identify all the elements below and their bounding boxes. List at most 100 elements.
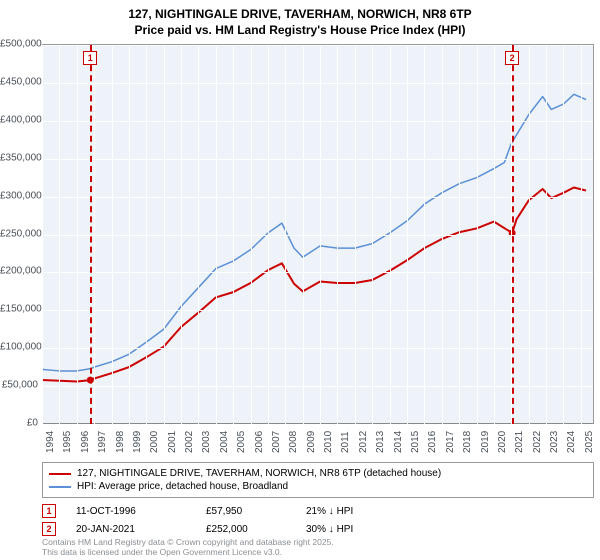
legend: 127, NIGHTINGALE DRIVE, TAVERHAM, NORWIC… <box>42 462 594 498</box>
x-tick-label: 2019 <box>480 431 491 453</box>
gridline-v <box>390 45 391 424</box>
y-tick-label: £50,000 <box>0 380 42 391</box>
gridline-v <box>459 45 460 424</box>
gridline-v <box>112 45 113 424</box>
x-tick-label: 2025 <box>584 431 595 453</box>
flag-marker: 1 <box>83 51 97 65</box>
gridline-v <box>181 45 182 424</box>
flag-marker: 2 <box>505 51 519 65</box>
gridline-v <box>407 45 408 424</box>
y-tick-label: £300,000 <box>0 190 42 201</box>
chart-container: 127, NIGHTINGALE DRIVE, TAVERHAM, NORWIC… <box>0 0 600 560</box>
footer-line-2: This data is licensed under the Open Gov… <box>42 548 334 558</box>
x-tick-label: 2016 <box>427 431 438 453</box>
series-hpi <box>42 94 586 371</box>
gridline-v <box>146 45 147 424</box>
gridline-v <box>337 45 338 424</box>
y-tick-label: £350,000 <box>0 152 42 163</box>
flag-price: £57,950 <box>206 506 286 517</box>
gridline-v <box>477 45 478 424</box>
x-tick-label: 2014 <box>393 431 404 453</box>
x-tick-label: 2010 <box>323 431 334 453</box>
gridline-v <box>216 45 217 424</box>
y-tick-label: £0 <box>0 418 42 429</box>
x-tick-label: 2005 <box>236 431 247 453</box>
x-tick-label: 2004 <box>219 431 230 453</box>
x-tick-label: 1994 <box>45 431 56 453</box>
x-tick-label: 2015 <box>410 431 421 453</box>
y-tick-label: £500,000 <box>0 39 42 50</box>
flag-price: £252,000 <box>206 524 286 535</box>
gridline-v <box>94 45 95 424</box>
x-tick-label: 2009 <box>306 431 317 453</box>
gridline-v <box>129 45 130 424</box>
footer: Contains HM Land Registry data © Crown c… <box>42 538 334 558</box>
gridline-v <box>164 45 165 424</box>
x-tick-label: 2012 <box>358 431 369 453</box>
gridline-v <box>372 45 373 424</box>
gridline-v <box>424 45 425 424</box>
flag-date: 20-JAN-2021 <box>76 524 186 535</box>
x-tick-label: 2024 <box>566 431 577 453</box>
gridline-v <box>494 45 495 424</box>
x-tick-label: 2018 <box>462 431 473 453</box>
title-line-1: 127, NIGHTINGALE DRIVE, TAVERHAM, NORWIC… <box>0 6 600 22</box>
x-tick-label: 2008 <box>288 431 299 453</box>
x-tick-label: 2011 <box>340 431 351 453</box>
series-price_paid <box>42 188 586 382</box>
gridline-v <box>59 45 60 424</box>
chart-plot-area: 12 <box>42 44 594 424</box>
gridline-v <box>198 45 199 424</box>
gridline-v <box>268 45 269 424</box>
legend-swatch <box>49 486 71 488</box>
legend-row: 127, NIGHTINGALE DRIVE, TAVERHAM, NORWIC… <box>49 467 587 480</box>
x-tick-label: 2001 <box>167 431 178 453</box>
gridline-h <box>42 424 593 425</box>
flag-table-row: 2 20-JAN-2021 £252,000 30% ↓ HPI <box>42 520 594 538</box>
x-tick-label: 1999 <box>132 431 143 453</box>
gridline-v <box>77 45 78 424</box>
x-tick-label: 2021 <box>514 431 525 453</box>
gridline-v <box>42 45 43 424</box>
gridline-v <box>320 45 321 424</box>
y-tick-label: £450,000 <box>0 76 42 87</box>
gridline-v <box>303 45 304 424</box>
title-block: 127, NIGHTINGALE DRIVE, TAVERHAM, NORWIC… <box>0 0 600 40</box>
x-tick-label: 1997 <box>97 431 108 453</box>
flag-table-row: 1 11-OCT-1996 £57,950 21% ↓ HPI <box>42 502 594 520</box>
y-tick-label: £150,000 <box>0 304 42 315</box>
legend-label: 127, NIGHTINGALE DRIVE, TAVERHAM, NORWIC… <box>77 468 441 479</box>
gridline-v <box>546 45 547 424</box>
legend-label: HPI: Average price, detached house, Broa… <box>77 481 288 492</box>
y-tick-label: £100,000 <box>0 342 42 353</box>
y-tick-label: £400,000 <box>0 114 42 125</box>
x-tick-label: 2000 <box>149 431 160 453</box>
x-tick-label: 2002 <box>184 431 195 453</box>
x-tick-label: 2003 <box>201 431 212 453</box>
gridline-v <box>355 45 356 424</box>
title-line-2: Price paid vs. HM Land Registry's House … <box>0 22 600 38</box>
y-tick-label: £250,000 <box>0 228 42 239</box>
flag-vertical-line <box>512 45 514 424</box>
x-tick-label: 2007 <box>271 431 282 453</box>
x-tick-label: 2022 <box>532 431 543 453</box>
gridline-v <box>581 45 582 424</box>
flag-marker: 1 <box>42 504 56 518</box>
legend-row: HPI: Average price, detached house, Broa… <box>49 480 587 493</box>
gridline-v <box>529 45 530 424</box>
x-tick-label: 1995 <box>62 431 73 453</box>
x-tick-label: 2006 <box>254 431 265 453</box>
y-tick-label: £200,000 <box>0 266 42 277</box>
gridline-v <box>442 45 443 424</box>
legend-swatch <box>49 473 71 475</box>
flag-pct: 21% ↓ HPI <box>306 506 406 517</box>
x-tick-label: 2013 <box>375 431 386 453</box>
gridline-v <box>251 45 252 424</box>
flag-date: 11-OCT-1996 <box>76 506 186 517</box>
flag-table: 1 11-OCT-1996 £57,950 21% ↓ HPI 2 20-JAN… <box>42 502 594 538</box>
flag-marker: 2 <box>42 522 56 536</box>
flag-pct: 30% ↓ HPI <box>306 524 406 535</box>
flag-vertical-line <box>90 45 92 424</box>
gridline-v <box>285 45 286 424</box>
x-tick-label: 1998 <box>115 431 126 453</box>
